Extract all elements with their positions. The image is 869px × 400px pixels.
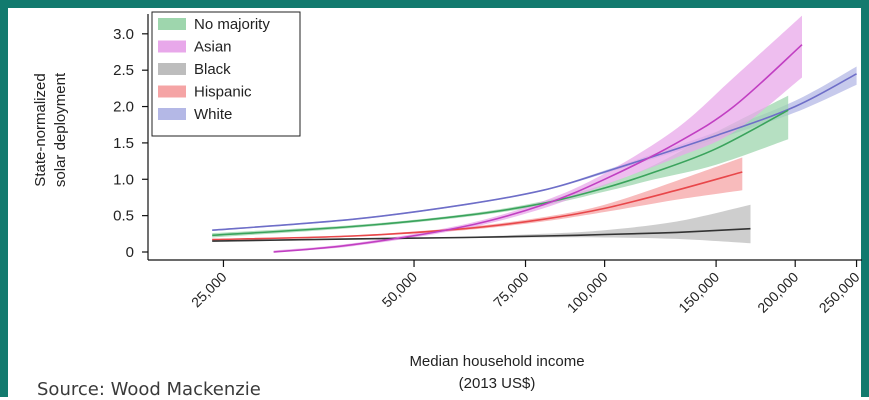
y-tick-label: 0.5: [113, 208, 134, 225]
legend-swatch-no-majority: [158, 18, 186, 30]
y-axis-title-line1: State-normalized: [32, 73, 49, 186]
y-tick-label: 0: [126, 244, 134, 261]
legend: No majority Asian Black Hispanic White: [151, 11, 301, 137]
x-tick-label: 50,000: [379, 269, 421, 311]
y-tick-label: 1.0: [113, 171, 134, 188]
frame-border-right: [861, 0, 869, 397]
legend-swatch-hispanic: [158, 85, 186, 98]
line-hispanic: [212, 171, 743, 241]
x-tick-label: 200,000: [754, 269, 801, 316]
x-tick-label: 100,000: [564, 269, 611, 316]
x-tick-label: 75,000: [490, 269, 532, 311]
line-black: [212, 227, 751, 242]
x-axis-title-line1: Median household income: [409, 353, 584, 370]
y-tick-label: 2.0: [113, 99, 134, 116]
confidence-bands: [212, 15, 857, 252]
x-tick-label: 150,000: [675, 269, 722, 316]
legend-label-no-majority: No majority: [194, 16, 270, 33]
legend-label-black: Black: [194, 61, 231, 78]
y-axis-title-line2: solar deployment: [52, 72, 69, 187]
series-lines: [212, 44, 857, 253]
x-tick-label: 25,000: [188, 269, 230, 311]
y-tick-label: 1.5: [113, 135, 134, 152]
line-asian: [273, 44, 803, 253]
legend-swatch-black: [158, 63, 186, 75]
legend-swatch-asian: [158, 40, 186, 53]
band-no-majority: [212, 95, 789, 238]
frame-border-left: [0, 0, 8, 397]
source-note: Source: Wood Mackenzie: [37, 379, 261, 400]
legend-label-hispanic: Hispanic: [194, 84, 252, 101]
x-axis-title-line2: (2013 US$): [459, 375, 536, 392]
line-white: [212, 73, 857, 231]
frame-border-top: [0, 0, 869, 8]
band-hispanic: [212, 157, 743, 241]
axis-titles: Median household income (2013 US$) State…: [32, 72, 585, 392]
x-tick-label: 250,000: [816, 269, 863, 316]
legend-label-white: White: [194, 106, 232, 123]
y-tick-label: 3.0: [113, 26, 134, 43]
y-tick-label: 2.5: [113, 62, 134, 79]
legend-swatch-white: [158, 108, 186, 120]
legend-label-asian: Asian: [194, 39, 232, 56]
